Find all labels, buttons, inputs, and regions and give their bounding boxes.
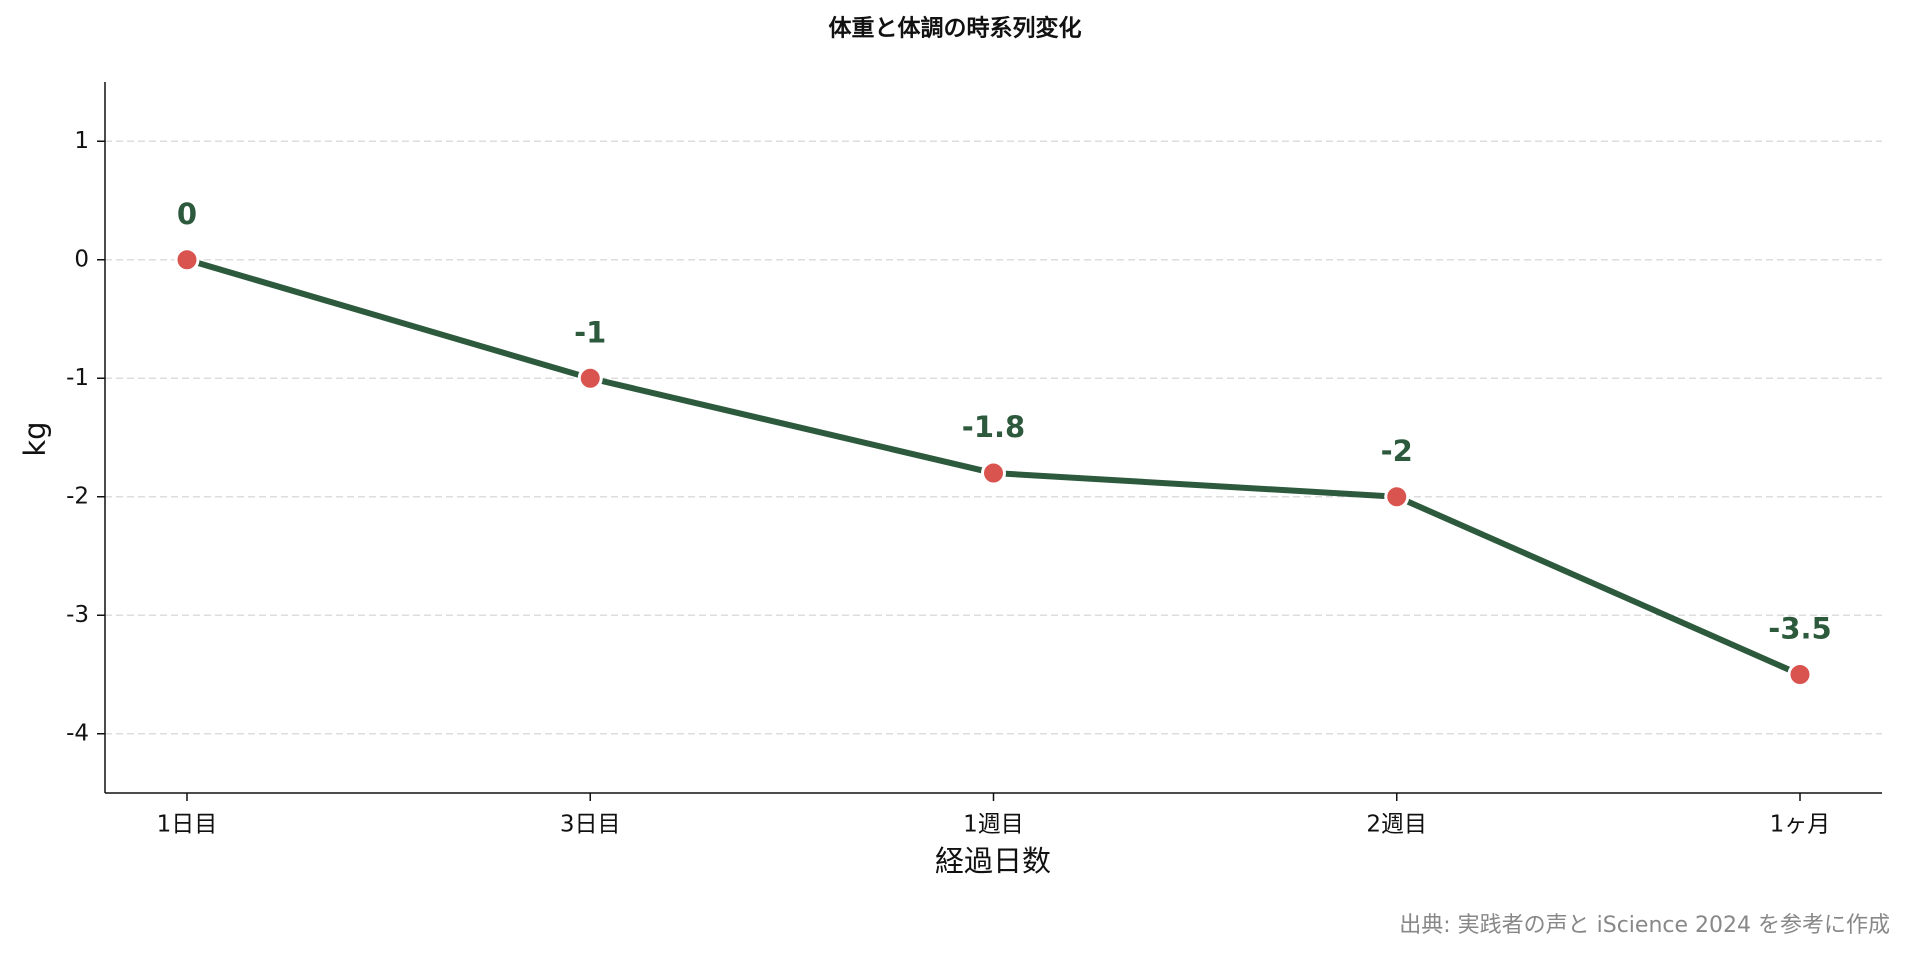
data-label: -3.5 <box>1768 612 1831 646</box>
y-tick-label: -1 <box>66 365 89 391</box>
x-axis-label: 経過日数 <box>935 844 1051 878</box>
x-tick-label: 1週目 <box>963 812 1024 838</box>
data-point <box>577 365 603 391</box>
x-tick-label: 1日目 <box>157 812 218 838</box>
data-label: -1 <box>574 315 606 349</box>
data-point <box>981 460 1006 486</box>
data-label: 0 <box>177 197 197 231</box>
data-point <box>1787 662 1813 687</box>
data-label: -1.8 <box>962 410 1025 444</box>
y-tick-label: 1 <box>74 128 89 154</box>
data-point <box>1384 484 1410 510</box>
y-tick-label: -3 <box>66 602 89 628</box>
x-tick-label: 2週目 <box>1366 812 1427 838</box>
chart-title: 体重と体調の時系列変化 <box>829 15 1082 42</box>
source-note: 出典: 実践者の声と iScience 2024 を参考に作成 <box>1399 913 1890 938</box>
x-tick-label: 1ヶ月 <box>1770 812 1831 838</box>
y-tick-label: 0 <box>74 246 89 272</box>
y-tick-label: -2 <box>66 483 89 509</box>
y-axis-label: kg <box>18 421 52 456</box>
data-label: -2 <box>1381 434 1413 468</box>
data-point <box>174 247 200 273</box>
y-tick-label: -4 <box>66 720 89 746</box>
x-tick-label: 3日目 <box>560 812 621 838</box>
